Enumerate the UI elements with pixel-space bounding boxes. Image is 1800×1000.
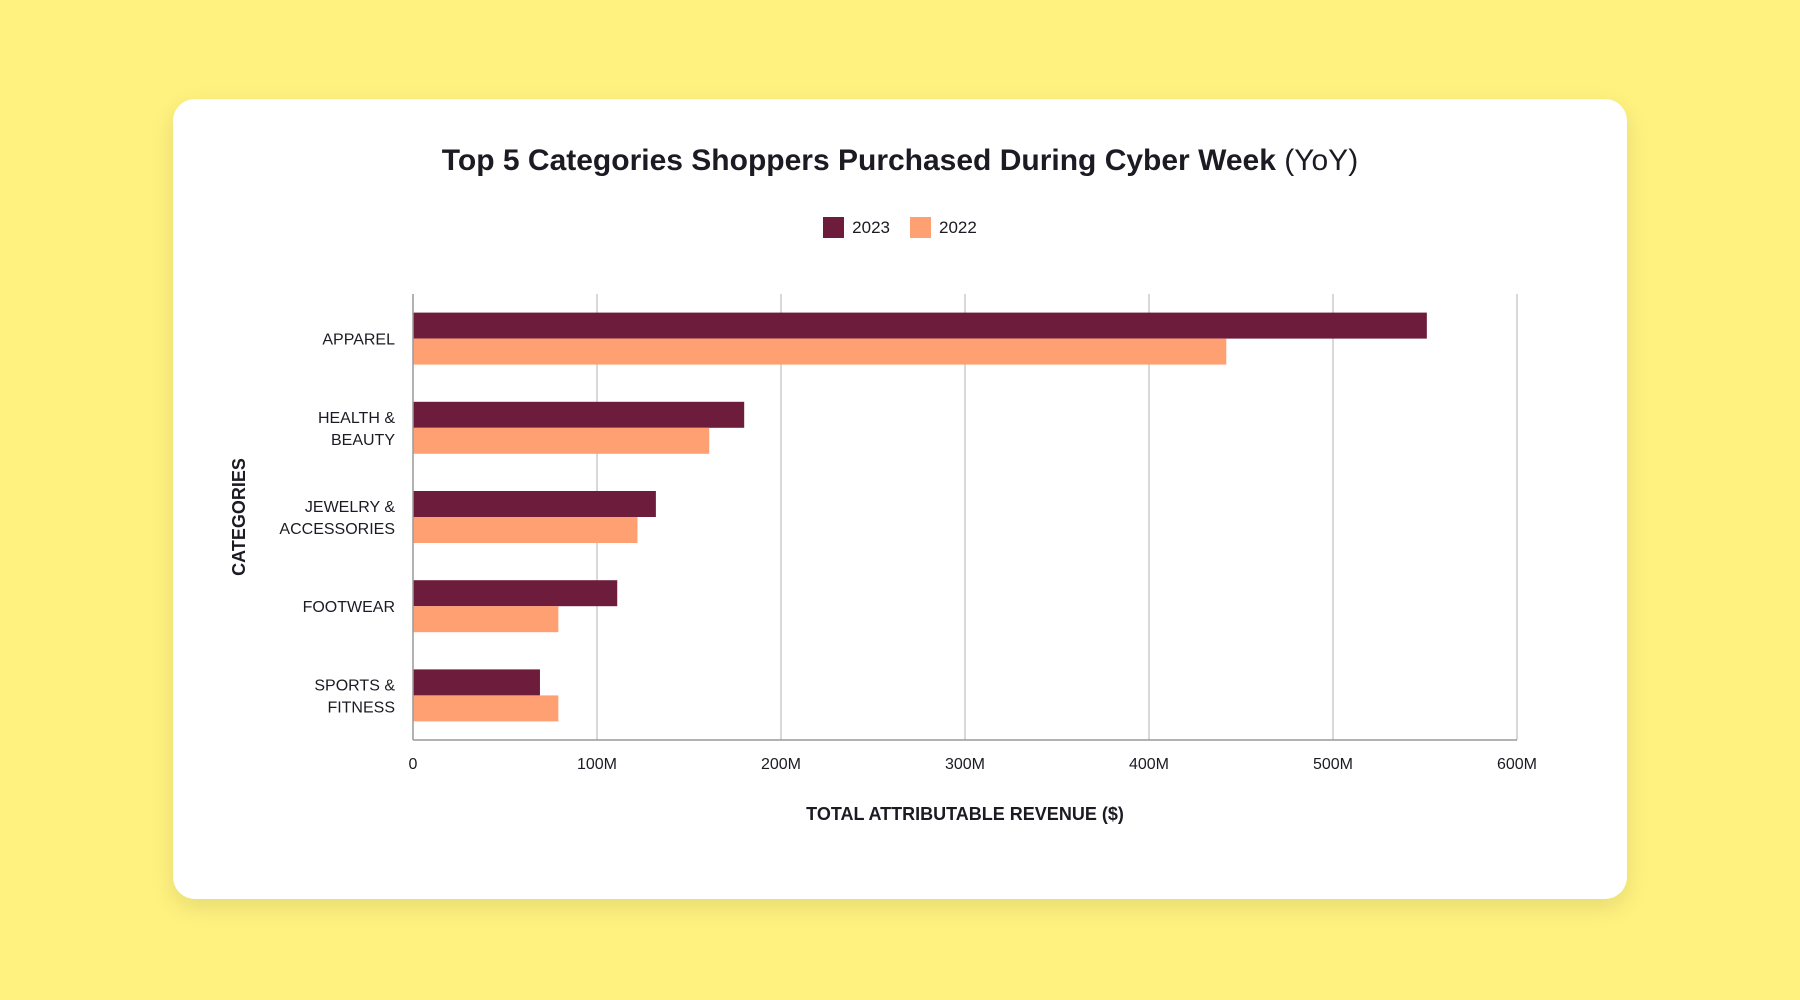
x-tick-label: 100M <box>577 756 617 773</box>
x-tick-label: 200M <box>761 756 801 773</box>
bar-2022-4 <box>413 695 559 722</box>
x-axis-title: TOTAL ATTRIBUTABLE REVENUE ($) <box>806 804 1124 824</box>
legend-label-2022: 2022 <box>939 217 977 237</box>
category-label-line: BEAUTY <box>331 432 395 449</box>
legend-item-2023: 2023 <box>823 217 890 238</box>
category-label-line: FOOTWEAR <box>303 599 395 616</box>
bar-2022-3 <box>413 606 559 633</box>
category-label-line: FITNESS <box>327 699 395 716</box>
bar-2023-3 <box>413 580 618 607</box>
bar-2022-1 <box>413 427 710 454</box>
bar-2022-0 <box>413 338 1227 365</box>
category-label-line: HEALTH & <box>318 410 395 427</box>
category-label-line: SPORTS & <box>314 677 395 694</box>
chart-card: Top 5 Categories Shoppers Purchased Duri… <box>173 99 1627 899</box>
x-tick-label: 300M <box>945 756 985 773</box>
legend-label-2023: 2023 <box>852 217 890 237</box>
bar-2023-0 <box>413 312 1427 339</box>
legend-swatch-2023 <box>823 217 845 238</box>
chart-title-main: Top 5 Categories Shoppers Purchased Duri… <box>441 144 1276 177</box>
bar-2023-2 <box>413 491 656 517</box>
x-tick-label: 600M <box>1497 756 1537 773</box>
category-label: HEALTH & BEAUTY <box>318 410 395 449</box>
y-axis-title: CATEGORIES <box>229 458 249 576</box>
legend-item-2022: 2022 <box>910 217 977 238</box>
category-label: APPAREL <box>322 332 395 349</box>
chart-title: Top 5 Categories Shoppers Purchased Duri… <box>173 144 1627 178</box>
category-label: FOOTWEAR <box>303 599 395 616</box>
bar-2023-4 <box>413 669 540 696</box>
bar-2022-2 <box>413 517 638 543</box>
category-label: SPORTS & FITNESS <box>314 677 395 716</box>
category-label-line: APPAREL <box>322 332 395 349</box>
chart-title-suffix: (YoY) <box>1284 144 1359 177</box>
category-label-line: JEWELRY & <box>305 499 395 516</box>
chart-legend: 2023 2022 <box>173 217 1627 238</box>
legend-swatch-2022 <box>910 217 931 238</box>
x-tick-label: 400M <box>1129 756 1169 773</box>
bar-2023-1 <box>413 401 745 428</box>
category-label: JEWELRY & ACCESSORIES <box>279 499 395 538</box>
x-tick-label: 500M <box>1313 756 1353 773</box>
bar-chart: 0 100M 200M 300M 400M 500M 600M APPAREL HEALTH &… <box>229 294 1537 824</box>
category-label-line: ACCESSORIES <box>279 521 395 538</box>
x-tick-label: 0 <box>409 756 418 773</box>
